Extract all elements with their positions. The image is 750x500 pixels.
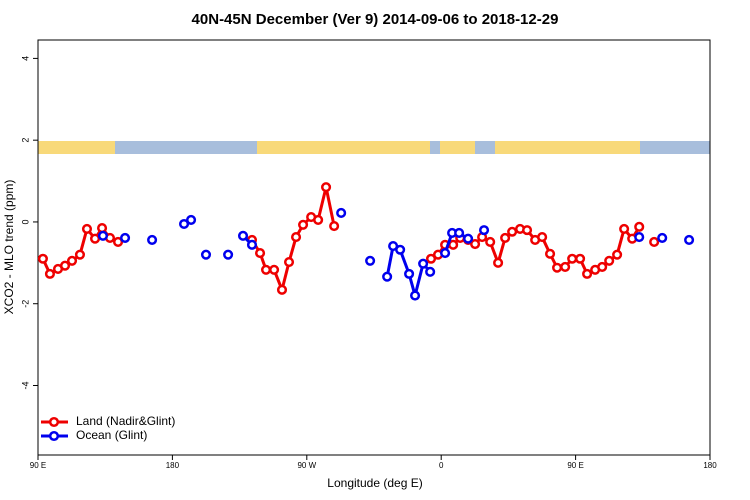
data-point (269, 264, 280, 275)
data-point (634, 232, 645, 243)
data-point (500, 232, 511, 243)
data-point (575, 253, 586, 264)
data-point (425, 266, 436, 277)
chart-title: 40N-45N December (Ver 9) 2014-09-06 to 2… (192, 11, 559, 28)
data-point (44, 268, 55, 279)
data-point (567, 253, 578, 264)
y-tick-label: 0 (20, 219, 30, 224)
data-point (454, 227, 465, 239)
data-point (246, 239, 258, 250)
data-point (463, 233, 474, 244)
data-point (634, 221, 645, 232)
data-point (223, 249, 234, 260)
x-tick-label: 90 E (567, 461, 583, 470)
data-point (89, 233, 101, 244)
data-point (255, 247, 266, 259)
data-point (283, 256, 295, 268)
data-point (470, 238, 481, 250)
data-point (507, 226, 518, 237)
data-point (120, 232, 131, 243)
data-point (425, 253, 437, 264)
land-mask-band (38, 141, 710, 154)
y-tick-label: 2 (20, 138, 30, 143)
data-point (382, 271, 393, 282)
y-tick-label: -2 (20, 300, 30, 308)
data-point (112, 236, 124, 248)
plot-frame (37, 39, 711, 456)
data-point (336, 207, 347, 219)
data-point (552, 262, 563, 273)
legend-marker (48, 416, 60, 428)
data-point (365, 255, 376, 266)
data-point (418, 258, 429, 269)
series-line (43, 187, 654, 290)
land-band (525, 141, 640, 154)
x-axis-label: Longitude (deg E) (327, 476, 422, 490)
data-point (440, 247, 451, 259)
data-point (260, 264, 272, 275)
data-point (74, 249, 86, 260)
data-point (200, 249, 212, 260)
land-band (38, 141, 115, 154)
data-point (410, 290, 421, 301)
data-point (97, 230, 109, 241)
x-tick-label: 90 E (30, 461, 46, 470)
data-point (404, 268, 415, 279)
legend-label: Ocean (Glint) (76, 428, 147, 442)
data-point (649, 236, 660, 248)
x-tick-label: 90 W (297, 461, 316, 470)
data-point (276, 284, 288, 295)
data-point (597, 261, 608, 272)
data-point (560, 261, 571, 272)
legend-marker (48, 430, 60, 442)
x-tick-label: 180 (703, 461, 717, 470)
data-point (604, 255, 615, 266)
data-point (147, 234, 158, 245)
data-point (619, 223, 630, 234)
data-point (237, 230, 249, 241)
data-point (97, 223, 108, 234)
data-point (612, 249, 623, 260)
x-tick-label: 180 (166, 461, 180, 470)
data-point (448, 239, 459, 250)
data-point (657, 232, 668, 243)
y-tick-label: -4 (20, 381, 30, 389)
legend-label: Land (Nadir&Glint) (76, 414, 175, 428)
data-point (493, 257, 504, 268)
land-band (440, 141, 475, 154)
data-point (81, 223, 93, 234)
data-point (395, 244, 406, 255)
data-point (479, 225, 490, 236)
data-point (321, 182, 332, 193)
data-point (290, 232, 302, 243)
data-point (298, 219, 309, 230)
data-point (485, 236, 496, 248)
data-point (537, 232, 548, 243)
data-point (59, 260, 71, 271)
data-point (329, 220, 340, 232)
land-band (495, 141, 525, 154)
data-point (313, 214, 324, 225)
land-band (257, 141, 430, 154)
data-point (37, 253, 48, 264)
data-point (684, 234, 695, 245)
x-tick-label: 0 (439, 461, 444, 470)
data-point (545, 248, 556, 259)
data-point (582, 268, 593, 279)
y-tick-label: 4 (20, 56, 30, 61)
y-axis-label: XCO2 - MLO trend (ppm) (2, 180, 16, 315)
data-point (522, 225, 533, 236)
data-point (178, 218, 190, 230)
data-point (66, 255, 78, 266)
data-point (186, 214, 197, 225)
